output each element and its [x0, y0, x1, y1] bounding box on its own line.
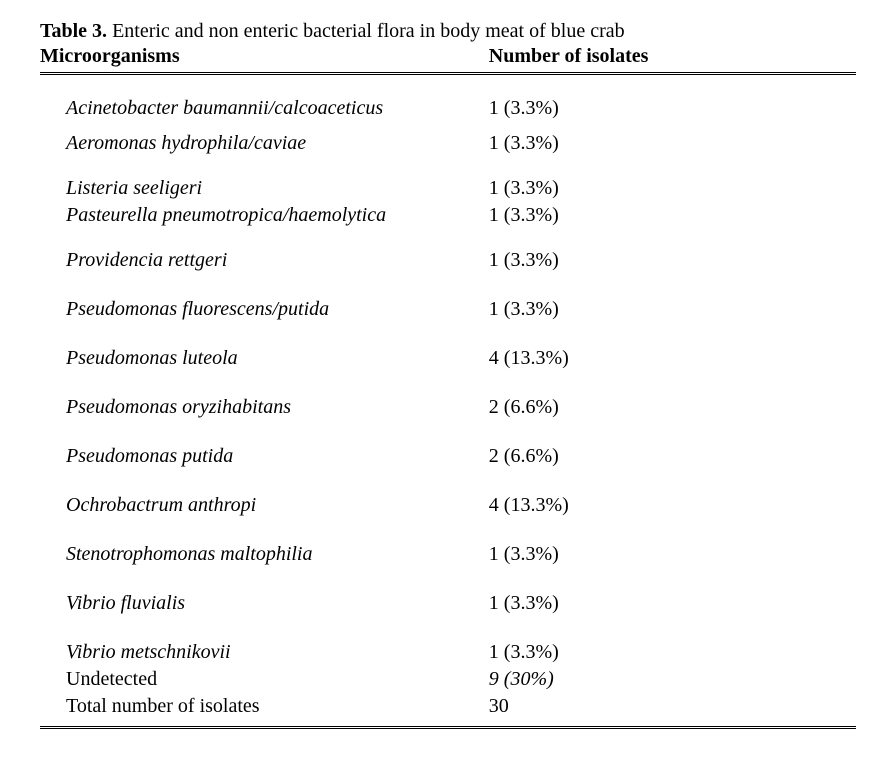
table-row: Ochrobactrum anthropi4 (13.3%): [40, 492, 856, 519]
isolate-count: 1 (3.3%): [489, 95, 856, 122]
microorganism-name: Ochrobactrum anthropi: [40, 492, 489, 519]
isolate-count: 2 (6.6%): [489, 443, 856, 470]
header-microorganisms: Microorganisms: [40, 45, 489, 68]
microorganism-name: Pseudomonas putida: [40, 443, 489, 470]
table-caption: Table 3. Enteric and non enteric bacteri…: [40, 20, 856, 43]
table-row: Providencia rettgeri1 (3.3%): [40, 247, 856, 274]
table-row: Vibrio fluvialis1 (3.3%): [40, 590, 856, 617]
microorganism-name: Acinetobacter baumannii/calcoaceticus: [40, 95, 489, 122]
table-row: Aeromonas hydrophila/caviae1 (3.3%): [40, 130, 856, 157]
caption-label: Table 3.: [40, 20, 107, 42]
microorganism-name: Pseudomonas oryzihabitans: [40, 394, 489, 421]
microorganism-name: Undetected: [40, 666, 489, 693]
microorganism-name: Vibrio fluvialis: [40, 590, 489, 617]
microorganism-name: Stenotrophomonas maltophilia: [40, 541, 489, 568]
table-row: Listeria seeligeri1 (3.3%): [40, 175, 856, 202]
microorganism-name: Pasteurella pneumotropica/haemolytica: [40, 202, 489, 229]
isolate-count: 1 (3.3%): [489, 130, 856, 157]
table-row: Vibrio metschnikovii1 (3.3%): [40, 639, 856, 666]
isolate-count: 1 (3.3%): [489, 639, 856, 666]
isolate-count: 1 (3.3%): [489, 296, 856, 323]
isolate-count: 4 (13.3%): [489, 345, 856, 372]
isolate-count: 1 (3.3%): [489, 247, 856, 274]
table-row: Undetected9 (30%): [40, 666, 856, 693]
isolate-count: 9 (30%): [489, 666, 856, 693]
table-row: Pseudomonas fluorescens/putida1 (3.3%): [40, 296, 856, 323]
table-row: Pseudomonas putida2 (6.6%): [40, 443, 856, 470]
table-row: Stenotrophomonas maltophilia1 (3.3%): [40, 541, 856, 568]
isolate-count: 1 (3.3%): [489, 202, 856, 229]
table-row: Total number of isolates30: [40, 693, 856, 720]
table-row: Pseudomonas oryzihabitans2 (6.6%): [40, 394, 856, 421]
microorganism-name: Aeromonas hydrophila/caviae: [40, 130, 489, 157]
microorganism-name: Listeria seeligeri: [40, 175, 489, 202]
table-row: Pseudomonas luteola4 (13.3%): [40, 345, 856, 372]
table-row: Pasteurella pneumotropica/haemolytica1 (…: [40, 202, 856, 229]
microorganism-name: Pseudomonas luteola: [40, 345, 489, 372]
table-body: Acinetobacter baumannii/calcoaceticus1 (…: [40, 75, 856, 729]
table-container: Table 3. Enteric and non enteric bacteri…: [40, 20, 856, 749]
end-spacer: [40, 729, 856, 749]
microorganism-name: Pseudomonas fluorescens/putida: [40, 296, 489, 323]
microorganism-name: Providencia rettgeri: [40, 247, 489, 274]
isolate-count: 30: [489, 693, 856, 720]
header-isolates: Number of isolates: [489, 45, 856, 68]
isolate-count: 4 (13.3%): [489, 492, 856, 519]
microorganism-name: Total number of isolates: [40, 693, 489, 720]
isolate-count: 1 (3.3%): [489, 175, 856, 202]
isolate-count: 2 (6.6%): [489, 394, 856, 421]
table-row: Acinetobacter baumannii/calcoaceticus1 (…: [40, 95, 856, 122]
isolate-count: 1 (3.3%): [489, 541, 856, 568]
microorganism-name: Vibrio metschnikovii: [40, 639, 489, 666]
isolate-count: 1 (3.3%): [489, 590, 856, 617]
caption-text: Enteric and non enteric bacterial flora …: [107, 20, 625, 42]
table-header-row: Microorganisms Number of isolates: [40, 45, 856, 75]
